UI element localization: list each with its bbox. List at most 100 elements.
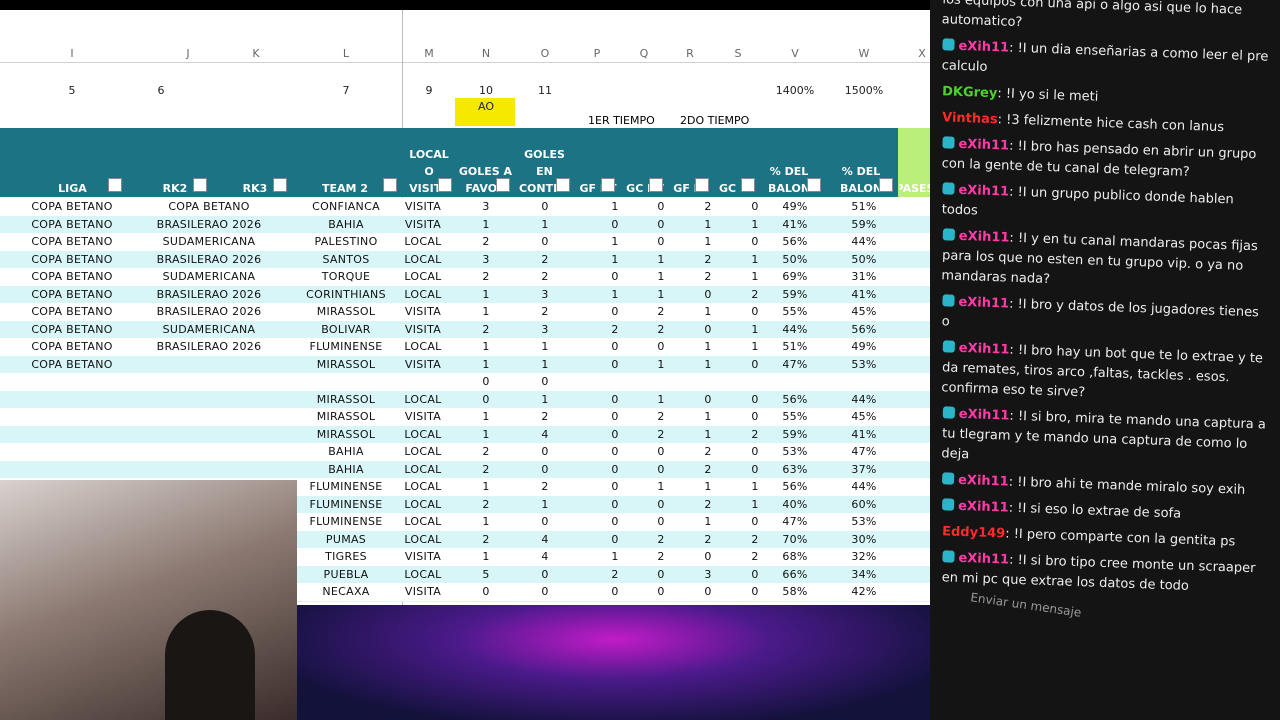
- filter-button: [741, 178, 755, 192]
- table-cell: 56%: [782, 235, 808, 248]
- table-cell: 0: [611, 445, 619, 458]
- table-cell: 0: [611, 427, 619, 441]
- table-cell: 0: [541, 375, 549, 388]
- table-cell: 3: [541, 322, 549, 336]
- table-cell: 1: [751, 340, 759, 353]
- table-cell: LOCAL: [404, 235, 442, 248]
- table-row: MIRASSOL LOCAL 1 4 0 2 1 2 59% 41%: [0, 425, 930, 444]
- table-cell: COPA BETANO: [31, 322, 113, 336]
- header-band: [0, 128, 930, 197]
- table-cell: 2: [611, 322, 619, 336]
- table-cell: 2: [704, 445, 712, 458]
- chat-user[interactable]: eXih11: [958, 294, 1010, 312]
- table-row: COPA BETANO COPA BETANO CONFIANCA VISITA 3 0 1…: [0, 198, 930, 217]
- table-cell: 3: [704, 567, 712, 581]
- chat-user[interactable]: eXih11: [958, 38, 1010, 56]
- number-cell: 5: [68, 84, 76, 97]
- table-cell: 1: [482, 340, 490, 353]
- chat-user[interactable]: Vinthas: [941, 110, 998, 128]
- chat-user[interactable]: eXih11: [958, 182, 1010, 200]
- table-cell: LOCAL: [404, 497, 442, 511]
- chat-message: eXih11: !I bro y datos de los jugadores …: [941, 294, 1260, 330]
- column-header: RK2: [162, 182, 188, 195]
- table-cell: 49%: [851, 340, 877, 353]
- table-cell: LOCAL: [404, 287, 442, 301]
- chat-user[interactable]: eXih11: [957, 498, 1009, 516]
- table-cell: 0: [611, 462, 619, 476]
- table-cell: 0: [751, 305, 759, 318]
- table-cell: 50%: [851, 252, 877, 266]
- table-cell: 1: [611, 287, 619, 301]
- table-cell: MIRASSOL: [316, 305, 376, 318]
- table-cell: 59%: [851, 217, 877, 231]
- table-cell: FLUMINENSE: [309, 480, 383, 493]
- table-cell: 1: [482, 357, 490, 371]
- table-cell: 2: [541, 252, 549, 266]
- table-cell: 63%: [782, 462, 808, 476]
- divider: [0, 62, 930, 63]
- table-cell: CORINTHIANS: [306, 287, 386, 301]
- table-cell: PUEBLA: [323, 567, 369, 581]
- table-cell: CONFIANCA: [312, 200, 380, 213]
- table-row: COPA BETANO BRASILERAO 2026 MIRASSOL VISITA…: [0, 303, 930, 322]
- chat-badge: [942, 340, 956, 353]
- chat-user[interactable]: eXih11: [958, 550, 1010, 568]
- table-cell: VISITA: [404, 550, 442, 563]
- table-cell: 2: [657, 322, 665, 336]
- chat-user[interactable]: DKGrey: [941, 84, 998, 102]
- chat-message: eXih11: !I si bro tipo cree monte un scr…: [941, 550, 1256, 594]
- table-cell: 0: [704, 585, 712, 598]
- table-cell: 0: [657, 340, 665, 353]
- chat-message: eXih11: !I bro has pensado en abrir un g…: [941, 136, 1257, 180]
- table-cell: 56%: [851, 322, 877, 336]
- table-cell: 0: [541, 567, 549, 581]
- table-cell: VISITA: [404, 357, 442, 371]
- table-cell: LOCAL: [404, 427, 442, 441]
- table-cell: 1: [704, 480, 712, 493]
- chat-user[interactable]: eXih11: [957, 472, 1009, 490]
- chat-message: eXih11: !I y en tu canal mandaras pocas …: [941, 228, 1259, 288]
- table-cell: 3: [482, 200, 490, 213]
- chat-user[interactable]: eXih11: [958, 228, 1010, 246]
- column-header: GOLES A FAVOR: [458, 165, 513, 195]
- table-cell: 55%: [782, 305, 808, 318]
- table-cell: 2: [482, 235, 490, 248]
- chat-user[interactable]: eXih11: [958, 136, 1010, 154]
- table-cell: 0: [611, 340, 619, 353]
- half-label: 1ER TIEMPO: [588, 114, 655, 127]
- table-cell: BRASILERAO 2026: [156, 287, 262, 301]
- table-cell: 51%: [782, 340, 808, 353]
- table-cell: COPA BETANO: [31, 357, 113, 371]
- column-letter: S: [734, 47, 742, 60]
- table-cell: 2: [751, 287, 759, 301]
- table-cell: 2: [751, 532, 759, 546]
- filter-button: [108, 178, 122, 192]
- table-cell: 1: [482, 410, 490, 423]
- table-cell: 0: [482, 392, 490, 406]
- table-cell: 0: [611, 532, 619, 546]
- table-cell: LOCAL: [404, 515, 442, 528]
- chat-text: !I si eso lo extrae de sofa: [1016, 500, 1182, 522]
- table-cell: SUDAMERICANA: [162, 322, 256, 336]
- table-cell: 53%: [851, 515, 877, 528]
- table-row: MIRASSOL VISITA 1 2 0 2 1 0 55% 45%: [0, 408, 930, 427]
- chat-user[interactable]: Eddy149: [941, 524, 1006, 542]
- table-cell: 1: [482, 217, 490, 231]
- column-letter: L: [342, 47, 350, 60]
- table-cell: 53%: [851, 357, 877, 371]
- table-cell: 2: [482, 322, 490, 336]
- table-cell: 5: [482, 567, 490, 581]
- table-cell: 2: [657, 305, 665, 318]
- chat-user[interactable]: eXih11: [958, 406, 1010, 424]
- filter-button: [649, 178, 663, 192]
- table-cell: 0: [482, 375, 490, 388]
- table-cell: 49%: [782, 200, 808, 213]
- table-cell: COPA BETANO: [31, 287, 113, 301]
- chat-user[interactable]: eXih11: [958, 340, 1010, 358]
- table-cell: 2: [541, 480, 549, 493]
- table-cell: 2: [482, 270, 490, 283]
- table-cell: LOCAL: [404, 270, 442, 283]
- table-cell: 2: [704, 270, 712, 283]
- table-cell: 66%: [782, 567, 808, 581]
- table-cell: 0: [541, 462, 549, 476]
